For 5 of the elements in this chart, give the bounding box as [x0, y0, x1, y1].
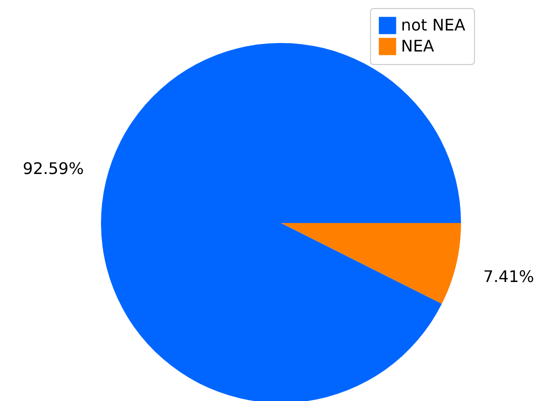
legend-label: not NEA — [401, 16, 466, 34]
data-label: 7.41% — [483, 266, 534, 286]
data-label: 92.59% — [22, 159, 84, 178]
pie-slice — [281, 223, 461, 304]
legend-label: NEA — [401, 36, 434, 56]
